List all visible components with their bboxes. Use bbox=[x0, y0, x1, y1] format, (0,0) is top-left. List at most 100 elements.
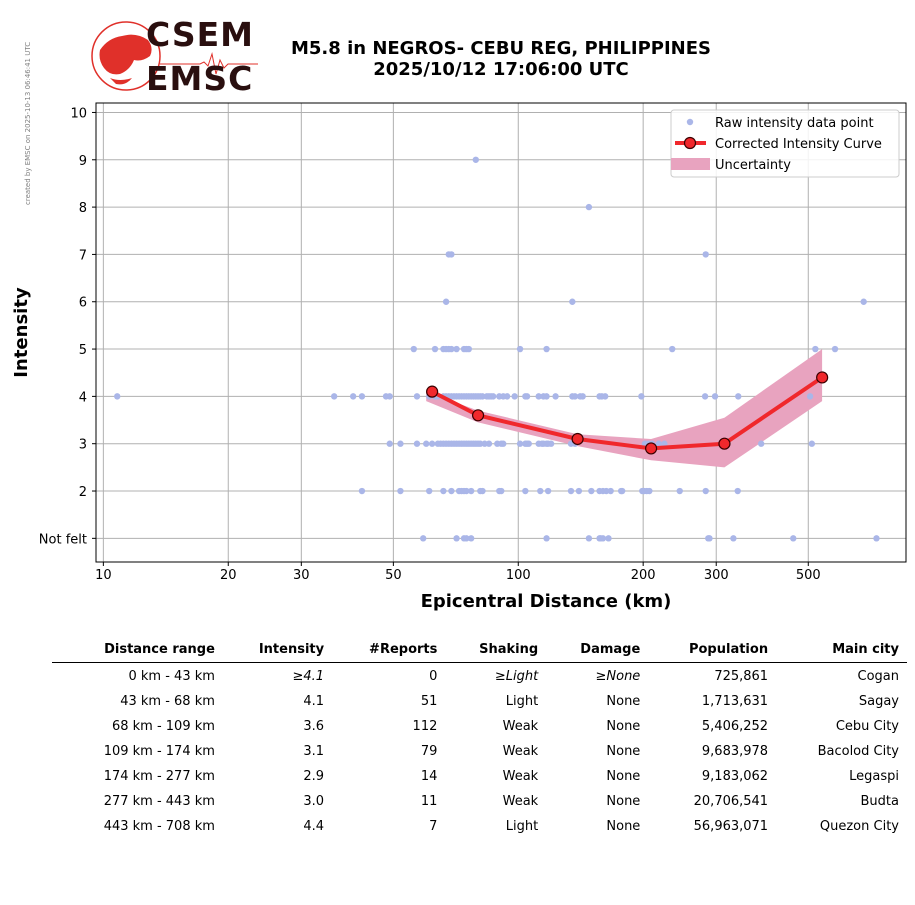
cell-damage: None bbox=[606, 793, 641, 809]
cell-shaking: Weak bbox=[502, 793, 539, 809]
cell-reports: 14 bbox=[420, 768, 438, 784]
curve-marker bbox=[471, 409, 485, 422]
raw-data-point bbox=[579, 393, 586, 400]
raw-data-point bbox=[503, 393, 511, 400]
raw-data-point bbox=[585, 203, 593, 211]
cell-main-city: Bacolod City bbox=[817, 743, 899, 759]
summary-table: Distance range Intensity #Reports Shakin… bbox=[52, 640, 907, 838]
raw-data-point bbox=[661, 440, 668, 447]
y-tick-label: 10 bbox=[70, 106, 87, 121]
y-tick-label: 9 bbox=[79, 154, 87, 169]
raw-data-point bbox=[425, 487, 433, 495]
table-row: 277 km - 443 km 3.0 11 Weak None 20,706,541 Bu… bbox=[52, 788, 907, 813]
raw-data-point bbox=[599, 535, 607, 542]
uncertainty-band-layer bbox=[426, 349, 823, 468]
cell-shaking: Light bbox=[505, 693, 539, 709]
cell-population: 725,861 bbox=[714, 668, 769, 684]
raw-data-point bbox=[397, 487, 404, 495]
cell-damage: None bbox=[606, 768, 641, 784]
raw-data-point bbox=[423, 440, 430, 447]
raw-data-point bbox=[516, 345, 524, 353]
cell-intensity: 3.0 bbox=[303, 793, 325, 809]
raw-data-point bbox=[413, 440, 421, 447]
cell-population: 20,706,541 bbox=[693, 793, 769, 809]
raw-data-point bbox=[465, 345, 473, 353]
raw-data-point bbox=[386, 393, 393, 400]
raw-data-point bbox=[386, 440, 393, 447]
cell-main-city: Budta bbox=[860, 793, 899, 809]
raw-data-point bbox=[860, 298, 867, 305]
raw-data-point bbox=[525, 440, 532, 447]
uncertainty-band bbox=[426, 349, 823, 468]
cell-distance-range: 277 km - 443 km bbox=[103, 793, 215, 809]
logo-text-csem: CSEM bbox=[146, 15, 254, 54]
cell-population: 9,183,062 bbox=[701, 768, 769, 784]
cell-main-city: Cebu City bbox=[835, 718, 899, 734]
plot-frame bbox=[95, 102, 907, 563]
legend: Raw intensity data point Corrected Intens… bbox=[670, 109, 900, 178]
y-tick-label: 8 bbox=[79, 201, 87, 216]
raw-data-point bbox=[571, 393, 579, 400]
cell-distance-range: 109 km - 174 km bbox=[103, 743, 215, 759]
raw-data-point bbox=[730, 535, 737, 542]
raw-data-point bbox=[358, 393, 366, 400]
raw-data-point bbox=[711, 393, 719, 400]
raw-data-point bbox=[547, 440, 555, 447]
raw-data-point bbox=[607, 487, 614, 495]
col-reports: #Reports bbox=[369, 642, 438, 657]
raw-data-point bbox=[575, 487, 583, 495]
raw-data-point bbox=[440, 487, 447, 495]
cell-intensity: 2.9 bbox=[303, 768, 325, 784]
title-datetime: 2025/10/12 17:06:00 UTC bbox=[373, 59, 629, 80]
raw-data-point bbox=[413, 393, 421, 400]
col-main-city: Main city bbox=[832, 642, 899, 657]
cell-population: 9,683,978 bbox=[701, 743, 769, 759]
table-row: 0 km - 43 km ≥4.1 0 ≥Light ≥None 725,861 Cogan bbox=[52, 663, 907, 689]
raw-data-point bbox=[453, 345, 460, 353]
cell-damage: ≥None bbox=[595, 668, 641, 684]
raw-data-point bbox=[535, 393, 542, 400]
cell-shaking: Weak bbox=[502, 743, 539, 759]
raw-data-point bbox=[442, 298, 450, 305]
cell-reports: 0 bbox=[429, 668, 438, 684]
cell-shaking: Light bbox=[505, 818, 539, 834]
raw-data-point bbox=[410, 345, 417, 353]
raw-data-point bbox=[873, 535, 880, 542]
corrected-curve-layer bbox=[426, 371, 829, 455]
cell-intensity: 4.4 bbox=[303, 818, 325, 834]
table-row: 109 km - 174 km 3.1 79 Weak None 9,683,978 Bac… bbox=[52, 738, 907, 763]
raw-data-point bbox=[569, 298, 576, 305]
y-axis-label: Intensity bbox=[11, 287, 32, 378]
raw-data-point bbox=[585, 535, 593, 542]
raw-data-point bbox=[500, 440, 507, 447]
seismogram-icon bbox=[160, 52, 258, 75]
raw-data-point bbox=[567, 487, 575, 495]
cell-intensity: 3.6 bbox=[303, 718, 325, 734]
raw-data-point bbox=[349, 393, 357, 400]
raw-data-point bbox=[431, 345, 439, 353]
raw-data-point bbox=[588, 487, 595, 495]
raw-data-point bbox=[445, 251, 452, 258]
y-tick-label: Not felt bbox=[39, 532, 87, 547]
y-tick-label: 7 bbox=[79, 248, 87, 263]
y-tick-label: 3 bbox=[79, 438, 87, 453]
cell-main-city: Legaspi bbox=[849, 768, 899, 784]
table-row: 443 km - 708 km 4.4 7 Light None 56,963,071 Qu… bbox=[52, 813, 907, 838]
chart-title: M5.8 in NEGROS- CEBU REG, PHILIPPINES 20… bbox=[260, 38, 742, 80]
x-tick-label: 100 bbox=[506, 568, 531, 583]
raw-data-point bbox=[702, 487, 709, 495]
x-tick-label: 500 bbox=[796, 568, 821, 583]
raw-data-point bbox=[831, 345, 839, 353]
y-tick-label: 4 bbox=[79, 390, 87, 405]
x-axis-label: Epicentral Distance (km) bbox=[421, 591, 672, 612]
curve-marker bbox=[718, 437, 731, 450]
raw-data-point bbox=[646, 487, 653, 495]
raw-data-point bbox=[618, 487, 626, 495]
cell-intensity: 3.1 bbox=[303, 743, 325, 759]
raw-data-point bbox=[358, 487, 366, 495]
cell-damage: None bbox=[606, 718, 641, 734]
grid bbox=[96, 103, 906, 562]
col-distance-range: Distance range bbox=[104, 642, 215, 657]
x-tick-label: 10 bbox=[95, 568, 112, 583]
cell-intensity: 4.1 bbox=[303, 693, 325, 709]
